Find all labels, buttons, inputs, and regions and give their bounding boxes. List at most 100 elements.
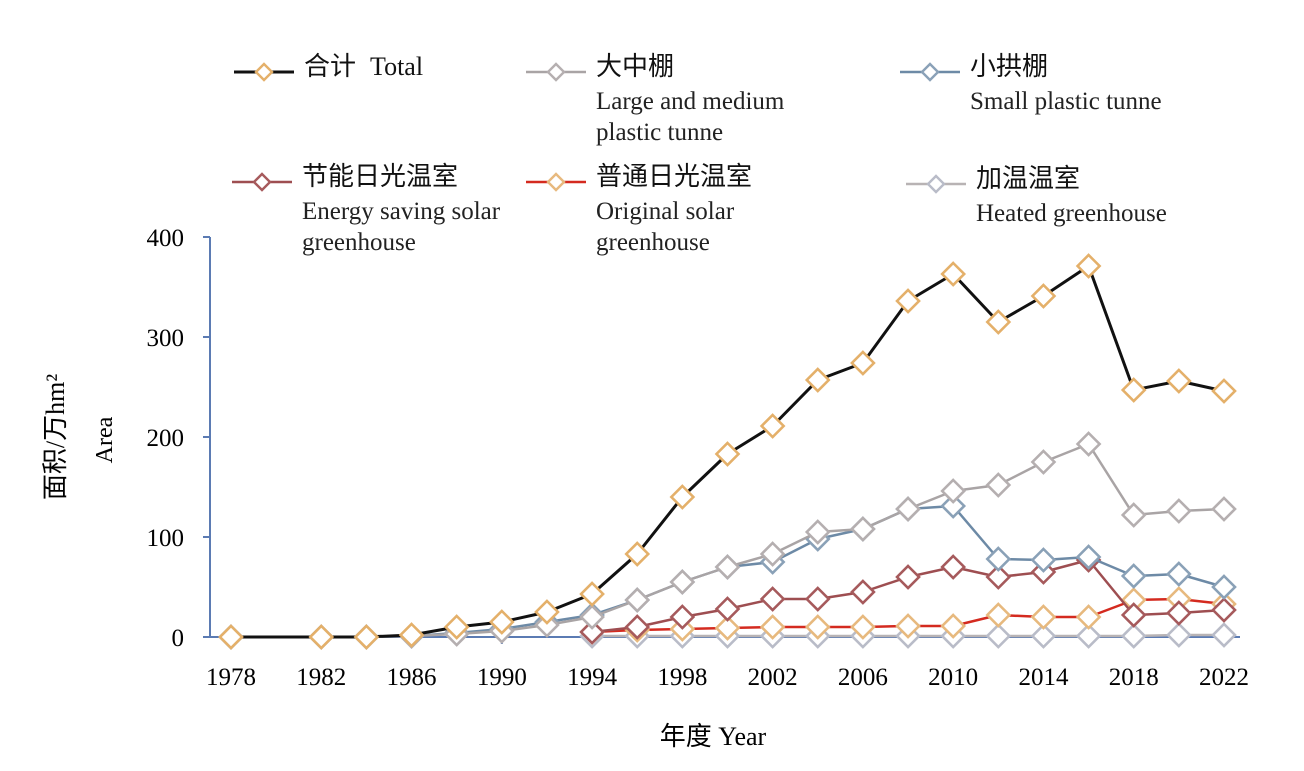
data-point-large_medium [1211, 496, 1237, 522]
data-point-large_medium [624, 587, 651, 613]
data-point-large_medium [940, 478, 967, 504]
y-tick-label: 300 [147, 325, 185, 352]
data-point-original_solar [1075, 604, 1102, 630]
data-point-small_tunnel [985, 546, 1012, 572]
legend-label-small-tunnel-en: Small plastic tunne [970, 88, 1162, 115]
x-tick-label: 2006 [838, 664, 888, 691]
legend: 合计 Total 大中棚 Large and medium plastic tun… [0, 0, 1304, 260]
legend-swatch-energy-saving [232, 172, 292, 192]
data-point-large_medium [714, 554, 741, 580]
data-point-small_tunnel [1166, 561, 1192, 587]
data-point-energy_saving [714, 596, 741, 622]
data-point-total [804, 367, 831, 393]
legend-marker [546, 62, 566, 82]
series-layer [218, 253, 1237, 650]
data-point-total [850, 350, 876, 376]
legend-swatch-total [234, 62, 294, 82]
series-line-large_medium [231, 442, 1225, 639]
data-point-total [940, 261, 967, 287]
legend-swatch-large-medium [526, 62, 586, 82]
data-point-energy_saving [624, 614, 651, 640]
data-point-total [714, 441, 741, 467]
data-point-large_medium [759, 541, 786, 567]
data-point-total [488, 609, 515, 635]
data-point-energy_saving [895, 564, 921, 590]
legend-marker [926, 174, 946, 194]
y-tick-label: 200 [147, 425, 185, 452]
data-point-total [579, 581, 605, 607]
data-point-total [534, 599, 560, 625]
series-total [218, 253, 1237, 650]
data-point-energy_saving [940, 554, 967, 580]
x-tick-label: 1978 [206, 664, 256, 691]
legend-marker [546, 172, 566, 192]
series-energy_saving [579, 547, 1237, 645]
series-line-total [231, 264, 1225, 639]
data-point-total [624, 541, 651, 567]
data-point-total [1030, 283, 1057, 309]
data-point-original_solar [985, 602, 1012, 628]
data-point-large_medium [804, 519, 831, 545]
x-tick-label: 2018 [1109, 664, 1159, 691]
data-point-heated [1030, 623, 1057, 649]
legend-label-original-solar-zh: 普通日光温室 [596, 162, 753, 191]
data-point-original_solar [804, 614, 831, 640]
legend-marker [920, 62, 940, 82]
legend-label-total-en: Total [370, 52, 424, 81]
data-point-original_solar [895, 613, 921, 639]
y-tick-labels: 0 100 200 300 400 [147, 225, 185, 652]
legend-label-large-medium-zh: 大中棚 [596, 52, 675, 81]
data-point-heated [1166, 622, 1192, 648]
legend-label-heated-zh: 加温温室 [976, 164, 1081, 193]
x-tick-label: 1986 [387, 664, 437, 691]
data-point-large_medium [1075, 431, 1102, 457]
data-point-energy_saving [804, 586, 831, 612]
data-point-heated [1211, 622, 1237, 648]
x-axis-label: 年度 Year [660, 722, 767, 751]
data-point-heated [985, 623, 1012, 649]
data-point-energy_saving [579, 619, 605, 645]
y-axis-label-en: Area [92, 416, 118, 463]
legend-marker [252, 172, 272, 192]
data-point-total [895, 288, 921, 314]
data-point-large_medium [579, 604, 605, 630]
x-tick-label: 1990 [477, 664, 527, 691]
data-point-heated [1075, 623, 1102, 649]
data-point-large_medium [1030, 449, 1057, 475]
x-tick-label: 1998 [657, 664, 707, 691]
data-point-total [985, 309, 1012, 335]
legend-label-small-tunnel-zh: 小拱棚 [970, 52, 1049, 81]
data-point-total [1120, 377, 1147, 403]
legend-label-energy-saving-zh: 节能日光温室 [302, 162, 459, 191]
data-point-large_medium [850, 516, 876, 542]
data-point-energy_saving [1166, 600, 1192, 626]
data-point-energy_saving [1211, 597, 1237, 623]
x-tick-label: 2014 [1018, 664, 1069, 691]
data-point-total [443, 614, 470, 640]
data-point-large_medium [1166, 498, 1192, 524]
data-point-small_tunnel [1030, 547, 1057, 573]
data-point-large_medium [1120, 502, 1147, 528]
data-point-original_solar [850, 614, 876, 640]
data-point-large_medium [534, 612, 560, 638]
legend-label-original-solar-en: Original solar greenhouse [596, 198, 735, 256]
data-point-original_solar [759, 614, 786, 640]
legend-swatch-small-tunnel [900, 62, 960, 82]
data-point-small_tunnel [1211, 574, 1237, 600]
legend-label-total-zh: 合计 [304, 52, 357, 81]
data-point-energy_saving [1120, 602, 1147, 628]
data-point-total [308, 624, 335, 650]
y-tick-label: 100 [147, 525, 185, 552]
data-point-original_solar [714, 615, 741, 641]
data-point-large_medium [669, 569, 696, 595]
data-point-small_tunnel [1075, 544, 1102, 570]
data-point-heated [1120, 623, 1147, 649]
data-point-energy_saving [759, 586, 786, 612]
x-tick-label: 1994 [567, 664, 618, 691]
data-point-total [353, 624, 380, 650]
legend-marker [254, 62, 274, 82]
legend-swatch-original-solar [526, 172, 586, 192]
data-point-total [1166, 368, 1192, 394]
data-point-large_medium [985, 472, 1012, 498]
data-point-original_solar [940, 613, 967, 639]
